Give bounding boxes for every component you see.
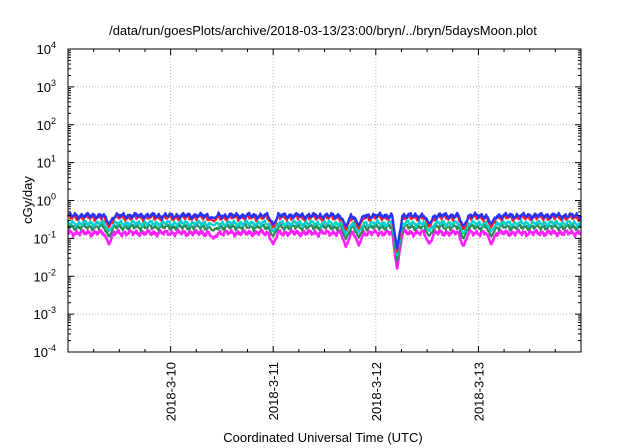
series-line (67, 228, 582, 270)
y-tick-label: 100 (37, 192, 56, 209)
y-axis: 10-4 10-3 10-2 10-1 100 101 102 103 104 (34, 40, 581, 360)
y-tick-label: 104 (37, 40, 56, 57)
series-line (67, 222, 582, 262)
x-tick-label: 2018-3-11 (266, 362, 281, 420)
x-tick-label: 2018-3-10 (164, 362, 179, 421)
y-tick-label: 10-3 (34, 305, 56, 322)
x-tick-label: 2018-3-12 (369, 362, 384, 421)
y-axis-label: cGy/day (20, 176, 35, 224)
y-tick-label: 101 (37, 154, 56, 171)
y-tick-label: 10-2 (34, 267, 56, 284)
plot-frame (67, 48, 582, 353)
series-line (66, 219, 582, 257)
y-tick-label: 10-1 (34, 229, 56, 246)
y-tick-label: 103 (37, 78, 56, 95)
x-tick-label: 2018-3-13 (471, 362, 486, 421)
chart-title: /data/run/goesPlots/archive/2018-03-13/2… (109, 23, 537, 38)
series-layer (66, 211, 583, 270)
x-axis: 2018-3-10 2018-3-11 2018-3-12 2018-3-13 (93, 49, 556, 421)
y-tick-label: 102 (37, 116, 56, 133)
series-line (67, 211, 583, 250)
y-tick-label: 10-4 (34, 343, 56, 360)
x-axis-label: Coordinated Universal Time (UTC) (223, 430, 422, 445)
grid-lines (68, 49, 581, 352)
